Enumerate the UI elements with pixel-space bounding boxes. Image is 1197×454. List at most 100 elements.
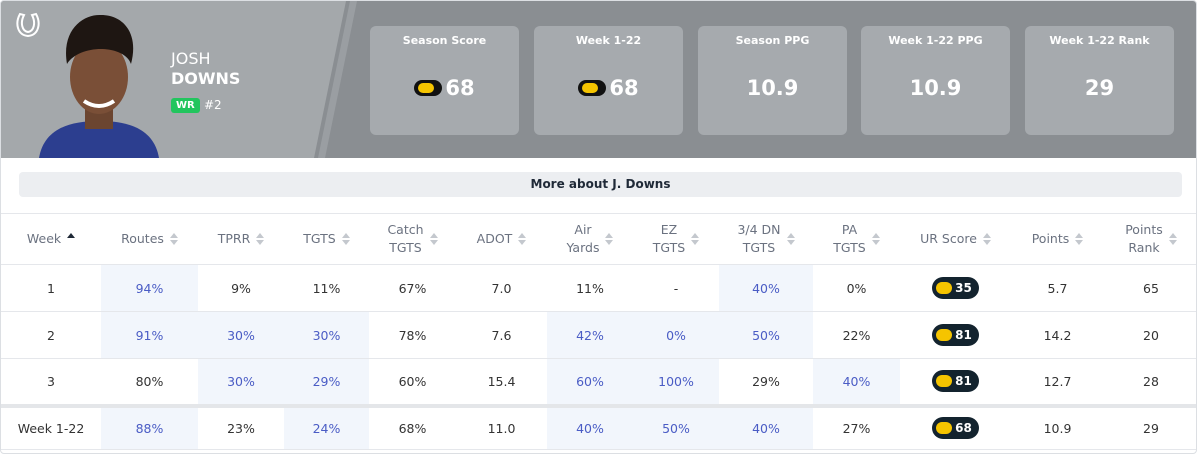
cell-text: 30% xyxy=(227,373,255,389)
column-header[interactable]: Catch TGTS xyxy=(369,213,456,265)
stat-card: Season Score 68 xyxy=(370,26,519,135)
column-header[interactable]: Points xyxy=(1011,213,1104,265)
table-cell: 40% xyxy=(813,358,900,406)
table-cell: 27% xyxy=(813,403,900,450)
header-wrap: TGTS xyxy=(303,230,350,248)
cell-text: 2 xyxy=(47,327,55,343)
table-cell: 24% xyxy=(284,403,369,450)
cell-text: 28 xyxy=(1143,373,1159,389)
column-header[interactable]: TPRR xyxy=(198,213,284,265)
sort-icon[interactable] xyxy=(982,233,991,245)
table-cell: 22% xyxy=(813,311,900,359)
header-wrap: Air Yards xyxy=(567,221,614,257)
more-button[interactable]: More about J. Downs xyxy=(19,172,1182,197)
cell-text: 67% xyxy=(398,280,427,296)
header-text: Catch TGTS xyxy=(387,221,423,257)
cell-text: 0% xyxy=(846,280,867,296)
table-cell: 81 xyxy=(900,358,1011,406)
cell-text: - xyxy=(673,280,679,296)
sort-icon[interactable] xyxy=(605,233,614,245)
sort-icon[interactable] xyxy=(1075,233,1084,245)
column-header[interactable]: ADOT xyxy=(456,213,547,265)
column-header[interactable]: Week xyxy=(1,213,101,265)
table-cell: 7.6 xyxy=(456,311,547,359)
sort-icon[interactable] xyxy=(871,233,880,245)
table-cell: 11% xyxy=(547,264,633,312)
table-cell: 60% xyxy=(369,358,456,406)
header-text: Points xyxy=(1032,230,1070,248)
header-line: TGTS xyxy=(742,240,776,255)
table-cell: 68 xyxy=(900,403,1011,450)
ur-score: 35 xyxy=(955,281,972,295)
column-header[interactable]: 3/4 DN TGTS xyxy=(719,213,813,265)
table-cell: 0% xyxy=(813,264,900,312)
header-text: Week xyxy=(27,230,61,248)
column-header[interactable]: Routes xyxy=(101,213,198,265)
sort-icon[interactable] xyxy=(341,233,350,245)
cell-text: 68% xyxy=(398,420,427,436)
table-body: 1 94% 9% 11% 67% 7.0 11% -40% 0% 35 5.7 65 2 91% 30% 30… xyxy=(1,264,1196,450)
table-cell: 94% xyxy=(101,264,198,312)
ur-score-badge: 68 xyxy=(932,417,979,440)
column-header[interactable]: TGTS xyxy=(284,213,369,265)
sort-icon[interactable] xyxy=(518,233,527,245)
stat-label: Week 1-22 PPG xyxy=(888,34,983,47)
ur-icon xyxy=(578,80,607,96)
table-cell: 35 xyxy=(900,264,1011,312)
stat-card: Week 1-22 Rank 29 xyxy=(1025,26,1174,135)
header-line: Points xyxy=(1031,231,1070,246)
column-header[interactable]: PA TGTS xyxy=(813,213,900,265)
stat-value: 10.9 xyxy=(909,76,962,100)
column-header[interactable]: UR Score xyxy=(900,213,1011,265)
stat-label: Week 1-22 xyxy=(575,34,642,47)
header-wrap: PA TGTS xyxy=(833,221,880,257)
player-photo xyxy=(39,14,159,158)
last-name: DOWNS xyxy=(171,69,241,88)
table-cell: 9% xyxy=(198,264,284,312)
table-cell: 2 xyxy=(1,311,101,359)
table-cell: 0% xyxy=(633,311,719,359)
table-cell: 7.0 xyxy=(456,264,547,312)
column-header[interactable]: Air Yards xyxy=(547,213,633,265)
ur-score-badge: 81 xyxy=(932,324,979,346)
header-text: TPRR xyxy=(218,230,251,248)
column-header[interactable]: EZ TGTS xyxy=(633,213,719,265)
header-line: TGTS xyxy=(833,240,866,255)
table-cell: 65 xyxy=(1104,264,1196,312)
table-cell: 12.7 xyxy=(1011,358,1104,406)
cell-text: 23% xyxy=(227,420,255,436)
sort-icon[interactable] xyxy=(429,233,438,245)
header-wrap: Routes xyxy=(121,230,178,248)
sort-icon[interactable] xyxy=(169,233,178,245)
cell-text: 11.0 xyxy=(487,420,516,436)
cell-text: 27% xyxy=(842,420,871,436)
header-line: Catch xyxy=(387,222,424,237)
ur-score: 81 xyxy=(955,328,972,342)
stat-card: Season PPG 10.9 xyxy=(698,26,847,135)
table-cell: 23% xyxy=(198,403,284,450)
cell-text: 91% xyxy=(135,327,164,343)
table-cell: 1 xyxy=(1,264,101,312)
sort-icon[interactable] xyxy=(1168,233,1177,245)
sort-icon[interactable] xyxy=(256,233,265,245)
sort-icon[interactable] xyxy=(786,233,795,245)
cell-text: 65 xyxy=(1143,280,1159,296)
sort-icon[interactable] xyxy=(691,233,700,245)
table-cell: 50% xyxy=(633,403,719,450)
table-cell: 60% xyxy=(547,358,633,406)
stat-value-wrap: 68 xyxy=(534,76,683,100)
header-wrap: UR Score xyxy=(920,230,991,248)
header-text: PA TGTS xyxy=(833,221,865,257)
cell-text: 94% xyxy=(135,280,164,296)
cell-text: 3 xyxy=(47,373,55,389)
table-cell: 29 xyxy=(1104,403,1196,450)
header-line: Points xyxy=(1125,222,1163,237)
header-line: Routes xyxy=(121,231,164,246)
first-name: JOSH xyxy=(171,49,211,68)
cell-text: 50% xyxy=(752,327,780,343)
column-header[interactable]: Points Rank xyxy=(1104,213,1196,265)
ur-score-badge: 35 xyxy=(932,277,979,299)
sort-icon[interactable] xyxy=(67,233,76,245)
stat-card: Week 1-22 PPG 10.9 xyxy=(861,26,1010,135)
